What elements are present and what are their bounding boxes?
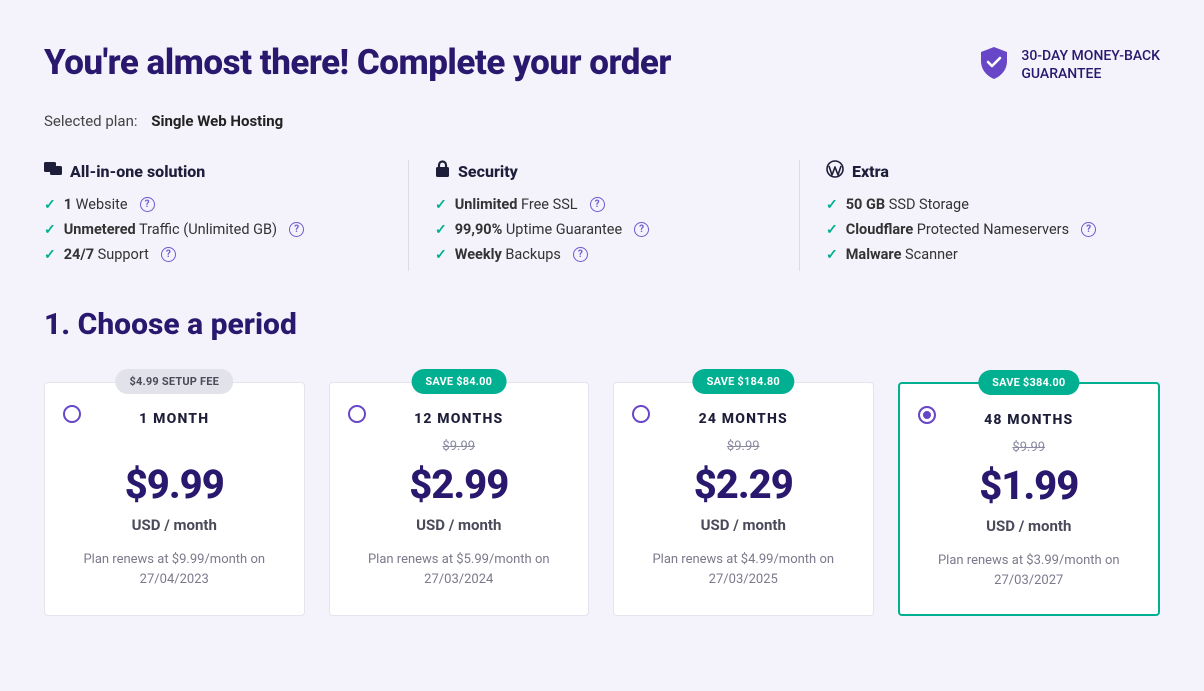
feature-text: 1 Website: [64, 196, 128, 213]
feature-text: Unlimited Free SSL: [455, 196, 578, 213]
check-icon: ✓: [44, 247, 56, 263]
guarantee-line2: GUARANTEE: [1021, 65, 1160, 83]
check-icon: ✓: [44, 222, 56, 238]
feature-text: 24/7 Support: [64, 246, 149, 263]
renew-note: Plan renews at $9.99/month on 27/04/2023: [59, 550, 290, 589]
feature-item: ✓ 1 Website?: [44, 196, 378, 213]
help-icon[interactable]: ?: [590, 197, 605, 212]
price: $9.99: [59, 461, 290, 508]
check-icon: ✓: [826, 197, 838, 213]
feature-col-extra: Extra ✓ 50 GB SSD Storage ✓ Cloudflare Prot…: [799, 160, 1160, 271]
check-icon: ✓: [826, 222, 838, 238]
check-icon: ✓: [435, 222, 447, 238]
help-icon[interactable]: ?: [634, 222, 649, 237]
feature-item: ✓ 99,90% Uptime Guarantee?: [435, 221, 769, 238]
feature-item: ✓ 50 GB SSD Storage: [826, 196, 1160, 213]
price: $1.99: [914, 462, 1145, 509]
old-price: $9.99: [914, 440, 1145, 456]
lock-icon: [435, 160, 450, 182]
old-price: [59, 439, 290, 455]
period-card-0[interactable]: $4.99 SETUP FEE1 MONTH $9.99USD / monthP…: [44, 382, 305, 616]
page-title: You're almost there! Complete your order: [44, 42, 671, 83]
period-card-1[interactable]: SAVE $84.0012 MONTHS$9.99$2.99USD / mont…: [329, 382, 590, 616]
price: $2.29: [628, 461, 859, 508]
guarantee-line1: 30-DAY MONEY-BACK: [1021, 47, 1160, 65]
section-title-period: 1. Choose a period: [44, 307, 1160, 342]
feature-item: ✓ 24/7 Support?: [44, 246, 378, 263]
check-icon: ✓: [435, 247, 447, 263]
period-card-2[interactable]: SAVE $184.8024 MONTHS$9.99$2.29USD / mon…: [613, 382, 874, 616]
renew-note: Plan renews at $4.99/month on 27/03/2025: [628, 550, 859, 589]
feature-text: Malware Scanner: [846, 246, 958, 263]
feature-col-security: Security ✓ Unlimited Free SSL? ✓ 99,90% Upt…: [408, 160, 799, 271]
old-price: $9.99: [344, 439, 575, 455]
feature-item: ✓ Unlimited Free SSL?: [435, 196, 769, 213]
help-icon[interactable]: ?: [1081, 222, 1096, 237]
selected-plan-label: Selected plan:: [44, 112, 138, 130]
period-card-3[interactable]: SAVE $384.0048 MONTHS$9.99$1.99USD / mon…: [898, 382, 1161, 616]
feature-col3-heading: Extra: [852, 162, 889, 181]
help-icon[interactable]: ?: [161, 247, 176, 262]
feature-item: ✓ Unmetered Traffic (Unlimited GB)?: [44, 221, 378, 238]
feature-text: 99,90% Uptime Guarantee: [455, 221, 622, 238]
feature-col1-heading: All-in-one solution: [70, 162, 205, 181]
radio-button[interactable]: [918, 406, 936, 424]
save-badge: SAVE $384.00: [978, 370, 1079, 395]
period-label: 48 MONTHS: [914, 412, 1145, 428]
check-icon: ✓: [435, 197, 447, 213]
help-icon[interactable]: ?: [140, 197, 155, 212]
period-label: 12 MONTHS: [344, 411, 575, 427]
renew-note: Plan renews at $5.99/month on 27/03/2024: [344, 550, 575, 589]
price-unit: USD / month: [59, 516, 290, 534]
shield-icon: [979, 46, 1009, 84]
wordpress-icon: [826, 160, 844, 182]
help-icon[interactable]: ?: [289, 222, 304, 237]
radio-button[interactable]: [632, 405, 650, 423]
feature-item: ✓ Cloudflare Protected Nameservers?: [826, 221, 1160, 238]
period-label: 24 MONTHS: [628, 411, 859, 427]
price-unit: USD / month: [344, 516, 575, 534]
price-unit: USD / month: [628, 516, 859, 534]
feature-item: ✓ Malware Scanner: [826, 246, 1160, 263]
radio-button[interactable]: [348, 405, 366, 423]
fee-badge: $4.99 SETUP FEE: [115, 369, 233, 394]
check-icon: ✓: [44, 197, 56, 213]
chat-icon: [44, 160, 62, 182]
help-icon[interactable]: ?: [573, 247, 588, 262]
save-badge: SAVE $184.80: [693, 369, 794, 394]
period-cards: $4.99 SETUP FEE1 MONTH $9.99USD / monthP…: [44, 382, 1160, 616]
radio-button[interactable]: [63, 405, 81, 423]
feature-col2-heading: Security: [458, 162, 518, 181]
renew-note: Plan renews at $3.99/month on 27/03/2027: [914, 551, 1145, 590]
feature-col-solution: All-in-one solution ✓ 1 Website? ✓ Unmetere…: [44, 160, 408, 271]
selected-plan-name: Single Web Hosting: [151, 112, 283, 130]
period-label: 1 MONTH: [59, 411, 290, 427]
feature-text: Cloudflare Protected Nameservers: [846, 221, 1069, 238]
feature-text: Weekly Backups: [455, 246, 561, 263]
guarantee-badge: 30-DAY MONEY-BACK GUARANTEE: [979, 46, 1160, 84]
save-badge: SAVE $84.00: [411, 369, 506, 394]
check-icon: ✓: [826, 247, 838, 263]
selected-plan-row: Selected plan: Single Web Hosting: [44, 112, 1160, 130]
price: $2.99: [344, 461, 575, 508]
old-price: $9.99: [628, 439, 859, 455]
feature-text: 50 GB SSD Storage: [846, 196, 969, 213]
feature-text: Unmetered Traffic (Unlimited GB): [64, 221, 277, 238]
feature-item: ✓ Weekly Backups?: [435, 246, 769, 263]
price-unit: USD / month: [914, 517, 1145, 535]
